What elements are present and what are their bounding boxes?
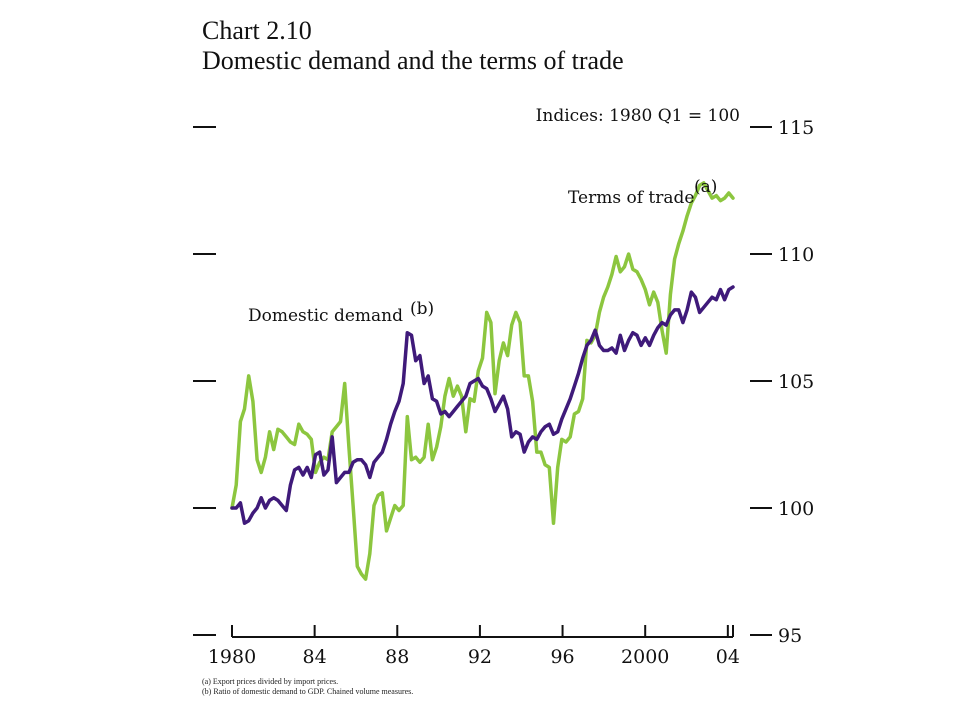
y-tick-label-105: 105 [778,371,814,393]
x-tick-label-1980: 1980 [208,646,256,668]
y-tick-label-95: 95 [778,625,802,647]
x-tick-label-2000: 2000 [621,646,669,668]
series-label-terms-of-trade: Terms of trade [568,188,694,208]
footnote-a: (a) Export prices divided by import pric… [202,677,339,686]
y-axis-label: Indices: 1980 Q1 = 100 [536,106,740,126]
chart-number: Chart 2.10 [202,16,312,45]
x-tick-label-88: 88 [385,646,409,668]
x-tick-label-92: 92 [468,646,492,668]
y-tick-label-100: 100 [778,498,814,520]
x-tick-label-96: 96 [550,646,574,668]
y-tick-label-115: 115 [778,117,814,139]
footnote-b: (b) Ratio of domestic demand to GDP. Cha… [202,687,414,696]
x-tick-label-04: 04 [716,646,740,668]
series-label-domestic-demand: Domestic demand [248,306,403,326]
y-tick-label-110: 110 [778,244,814,266]
series-line-terms-of-trade [230,181,735,581]
chart-title: Chart 2.10 Domestic demand and the terms… [202,16,624,76]
chart-subject: Domestic demand and the terms of trade [202,46,624,75]
footnotes: (a) Export prices divided by import pric… [202,677,413,697]
x-tick-label-84: 84 [303,646,327,668]
series-note-domestic-demand: (b) [410,299,434,319]
series-note-terms-of-trade: (a) [694,177,717,197]
series-line-domestic-demand [230,285,735,525]
